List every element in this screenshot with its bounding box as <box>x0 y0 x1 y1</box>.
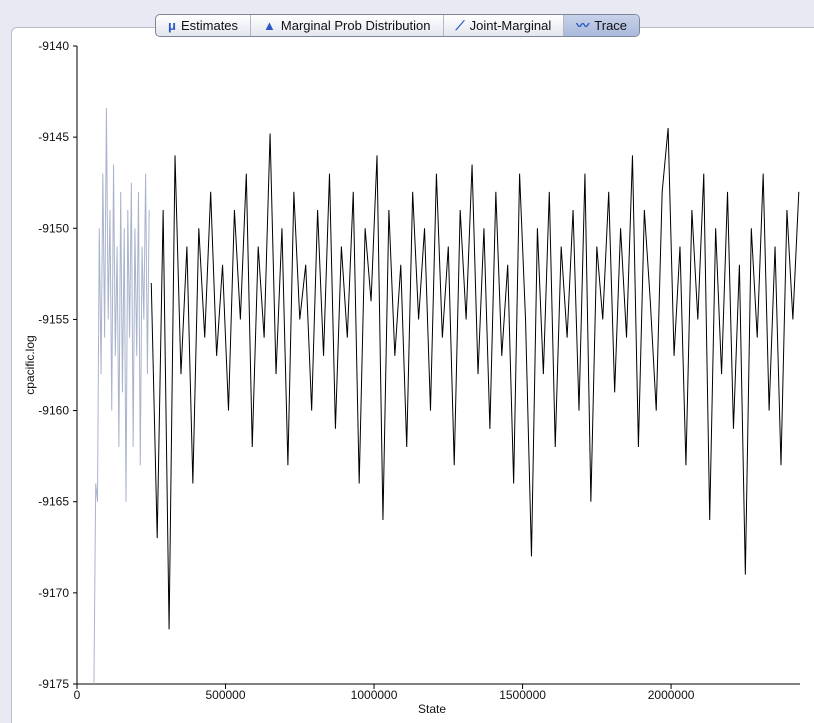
x-axis-label: State <box>418 702 446 716</box>
x-tick-label: 500000 <box>205 688 245 702</box>
x-tick-label: 1500000 <box>499 688 546 702</box>
tab-label: Estimates <box>180 18 239 33</box>
y-tick-label: -9170 <box>38 586 69 600</box>
tab[interactable]: μ Estimates <box>156 15 252 36</box>
y-tick-label: -9140 <box>38 39 69 53</box>
tab-label: Marginal Prob Distribution <box>280 18 431 33</box>
y-tick-label: -9150 <box>38 221 69 235</box>
tab-bar: μ Estimates ▲ Marginal Prob Distribution ⟋… <box>155 14 641 37</box>
y-axis-label: cpacific.log <box>23 335 37 394</box>
trace-line <box>150 127 800 630</box>
x-tick-label: 2000000 <box>648 688 695 702</box>
y-tick-label: -9155 <box>38 312 69 326</box>
tab-label: Trace <box>594 18 628 33</box>
tab[interactable]: ▲ Marginal Prob Distribution <box>251 15 444 36</box>
panel <box>11 27 814 723</box>
tab[interactable]: 〰 Trace <box>564 15 640 36</box>
tab-label: Joint-Marginal <box>469 18 552 33</box>
y-tick-label: -9165 <box>38 495 69 509</box>
y-tick-label: -9160 <box>38 404 69 418</box>
x-tick-label: 1000000 <box>351 688 398 702</box>
tab[interactable]: ⟋ Joint-Marginal <box>444 15 565 36</box>
y-tick-label: -9175 <box>38 677 69 691</box>
y-tick-label: -9145 <box>38 130 69 144</box>
x-tick-label: 0 <box>74 688 81 702</box>
trace-line <box>93 107 150 685</box>
